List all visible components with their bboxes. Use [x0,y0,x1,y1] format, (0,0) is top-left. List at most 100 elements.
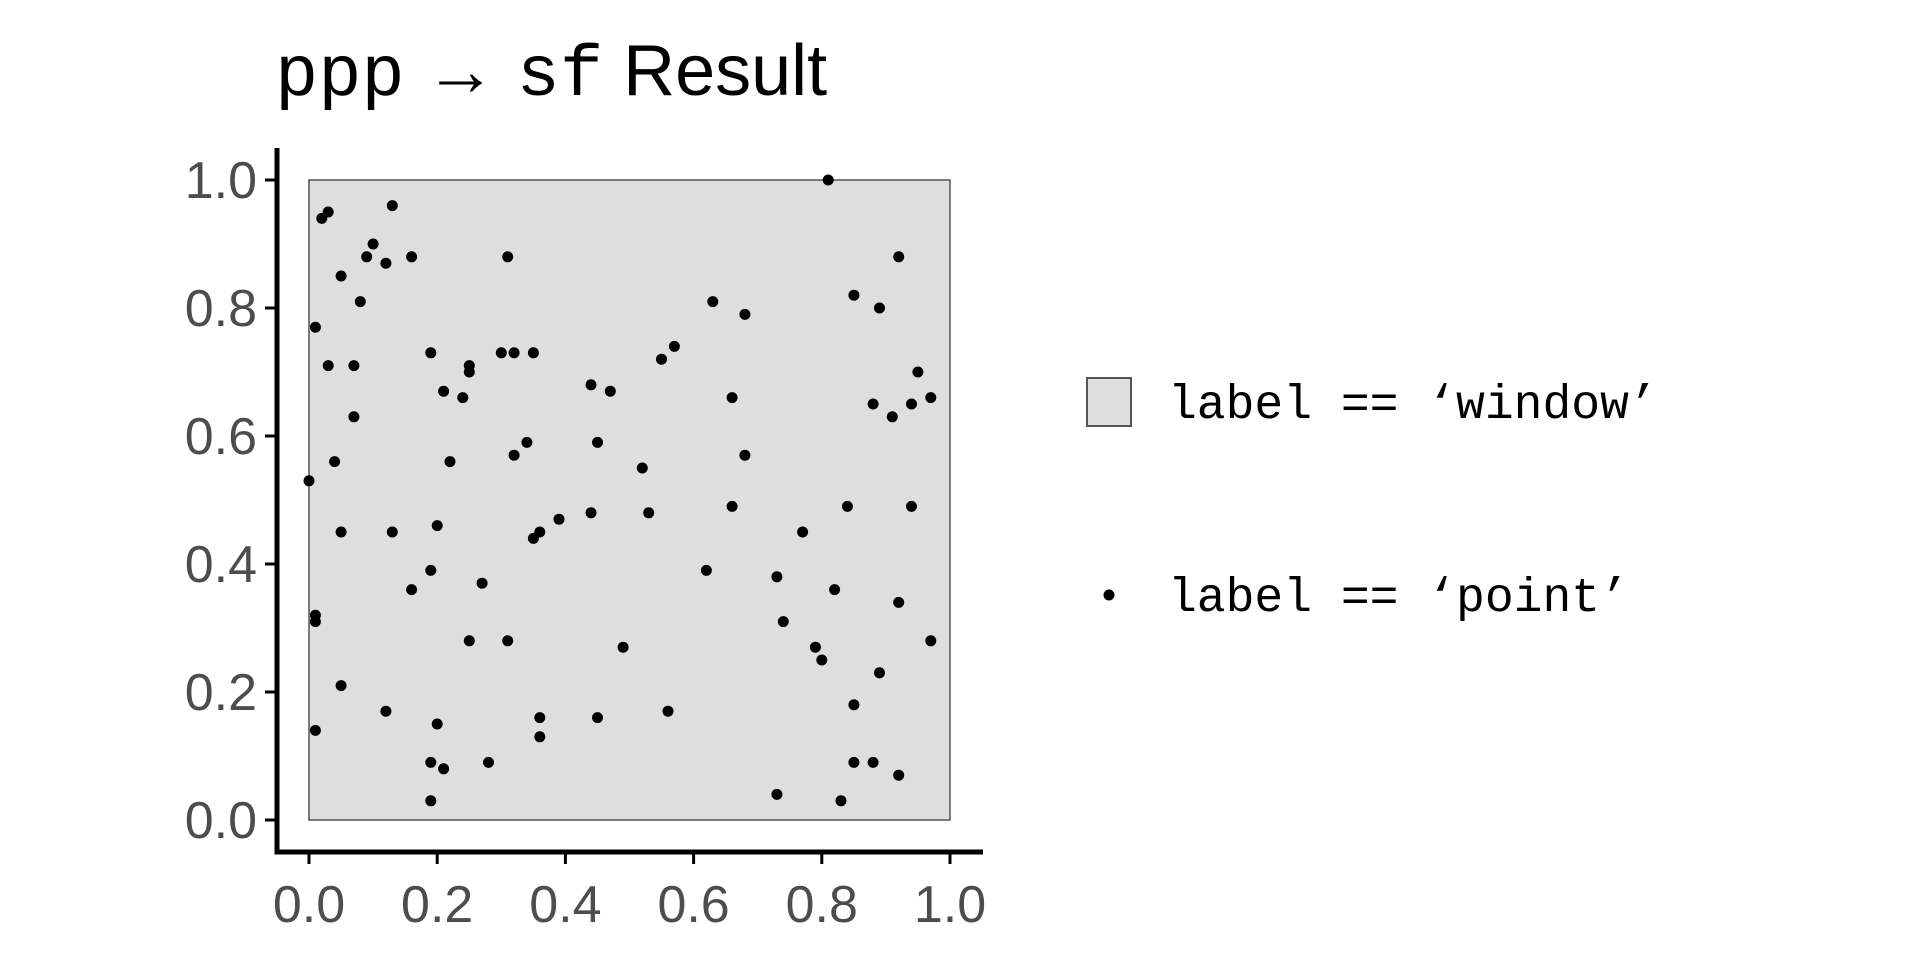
legend: label == ‘window’ label == ‘point’ [1086,377,1658,626]
data-point [867,756,879,768]
data-point [463,635,475,647]
data-point [386,200,398,212]
data-point [322,360,334,372]
x-tick-label: 0.0 [273,876,345,934]
data-point [438,763,450,775]
data-point [335,526,347,538]
data-point [822,174,834,186]
data-point [303,475,315,487]
data-point [521,436,533,448]
data-point [508,449,520,461]
y-tick-label: 0.8 [185,280,257,338]
data-point [809,641,821,653]
data-point [502,635,514,647]
data-point [309,321,321,333]
data-point [771,571,783,583]
data-point [463,366,475,378]
data-point [848,756,860,768]
chart-title-part: sf [517,35,603,117]
data-point [797,526,809,538]
data-point [841,500,853,512]
y-tick-label: 1.0 [185,152,257,210]
data-point [925,392,937,404]
data-point [508,347,520,359]
data-point [585,379,597,391]
data-point [431,718,443,730]
legend-label: label == ‘point’ [1168,572,1629,626]
legend-key-point [1103,589,1115,601]
data-point [457,392,469,404]
data-point [425,795,437,807]
data-point [848,699,860,711]
data-point [726,500,738,512]
data-point [534,712,546,724]
data-point [425,347,437,359]
data-point [329,456,341,468]
data-point [585,507,597,519]
data-point [348,411,360,423]
data-point [604,385,616,397]
data-point [848,289,860,301]
data-point [335,680,347,692]
data-point [874,667,885,679]
data-point [309,616,321,628]
data-point [502,251,514,263]
legend-key-window [1086,377,1132,427]
data-point [771,788,783,800]
data-point [707,296,719,308]
data-point [592,712,603,724]
data-point [476,577,488,589]
data-point [739,308,751,320]
plot-area [303,174,951,821]
data-point [636,462,648,474]
data-point [617,641,629,653]
x-tick-label: 0.2 [401,876,473,934]
chart-title-part: Result [603,31,827,111]
data-point [431,520,443,532]
data-point [668,340,680,352]
data-point [316,212,328,224]
y-tick-label: 0.4 [185,536,257,594]
data-point [700,564,712,576]
data-point [886,411,898,423]
data-point [335,270,347,282]
data-point [906,398,917,410]
data-point [829,584,841,596]
chart-title: ppp → sf Result [275,31,827,117]
data-point [386,526,398,538]
data-point [425,756,437,768]
data-point [444,456,456,468]
y-tick-label: 0.6 [185,408,257,466]
data-point [406,584,418,596]
data-point [553,513,565,525]
x-tick-label: 0.6 [657,876,729,934]
chart-title-part: ppp [275,35,405,117]
data-point [483,756,494,768]
data-point [527,347,539,359]
x-tick-label: 0.4 [529,876,601,934]
data-point [438,385,450,397]
data-point [893,596,905,608]
window-rect [308,179,951,821]
data-point [912,366,924,378]
y-tick-label: 0.0 [185,792,257,850]
data-point [534,731,546,743]
data-point [777,616,789,628]
data-point [406,251,418,263]
y-tick-label: 0.2 [185,664,257,722]
data-point [835,795,847,807]
data-point [925,635,937,647]
chart-title-part: → [405,31,517,111]
data-point [867,398,879,410]
data-point [893,251,905,263]
data-point [361,251,373,263]
data-point [592,436,603,448]
data-point [380,257,392,269]
axes: 0.0 0.2 0.4 0.6 0.8 1.0 0.0 0.2 0.4 0.6 0.8 1.0 [185,148,986,934]
data-point [656,353,667,365]
data-point [495,347,507,359]
data-point [527,532,539,544]
data-point [906,500,917,512]
data-point [893,769,905,781]
legend-label: label == ‘window’ [1168,379,1658,433]
